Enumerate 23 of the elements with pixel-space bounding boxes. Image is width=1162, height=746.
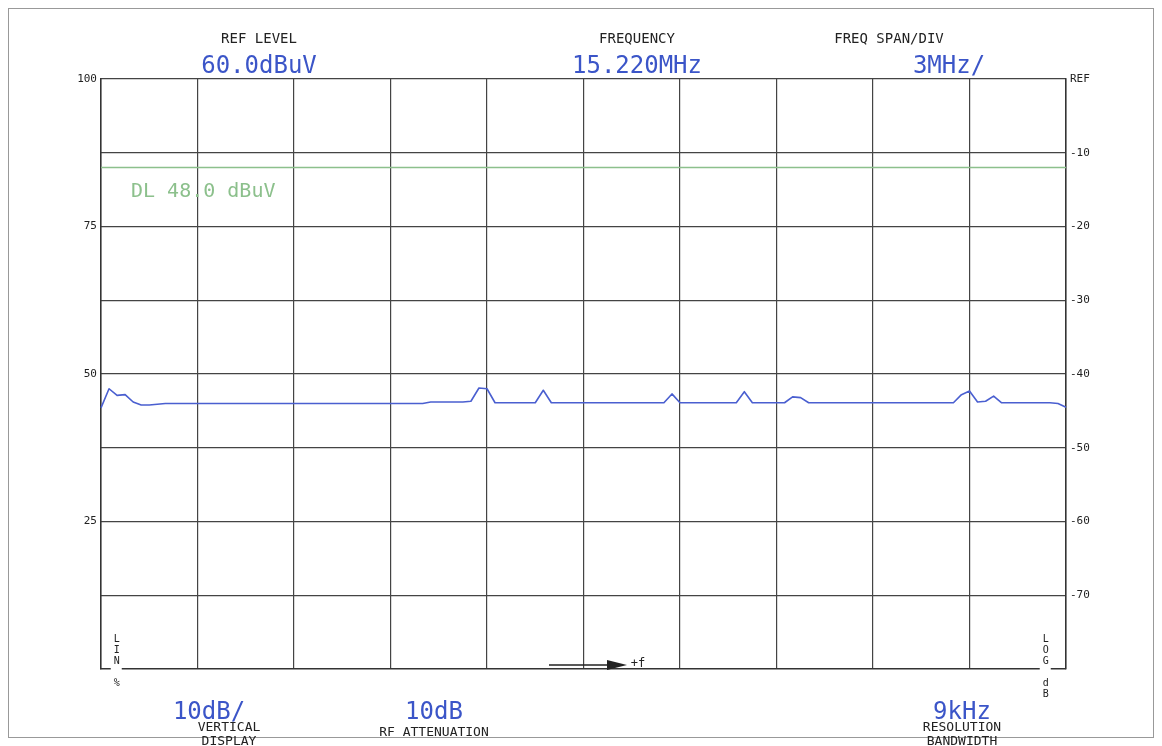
text: RF ATTENUATION: [378, 724, 490, 739]
y2-tick-label: -70: [1070, 588, 1090, 602]
y2-tick-label: -20: [1070, 219, 1090, 233]
text: FREQUENCY: [599, 30, 675, 46]
annotation: +f: [630, 656, 646, 670]
text: 10dB: [405, 697, 463, 725]
y2-tick-label: -10: [1070, 145, 1090, 159]
text: FREQ SPAN/DIV: [834, 30, 944, 46]
annotation: 3MHz/: [912, 51, 986, 79]
y-tick-label: 25: [83, 514, 97, 528]
y2-tick-label: -30: [1070, 293, 1090, 307]
text: REF LEVEL: [221, 30, 297, 46]
y2-tick-label: -40: [1070, 366, 1090, 380]
annotation: 60.0dBuV: [201, 51, 317, 79]
y-tick-label: 50: [83, 366, 97, 380]
y-tick-label: 100: [77, 71, 97, 85]
annotation: 15.220MHz: [571, 51, 703, 79]
annotation: LOG dB: [1039, 633, 1052, 699]
y2-tick-label: -60: [1070, 514, 1090, 528]
y-tick-label: 75: [83, 219, 97, 233]
y2-tick-label: -50: [1070, 440, 1090, 454]
annotation: LIN %: [110, 633, 123, 688]
y2-tick-label: REF: [1070, 71, 1090, 85]
